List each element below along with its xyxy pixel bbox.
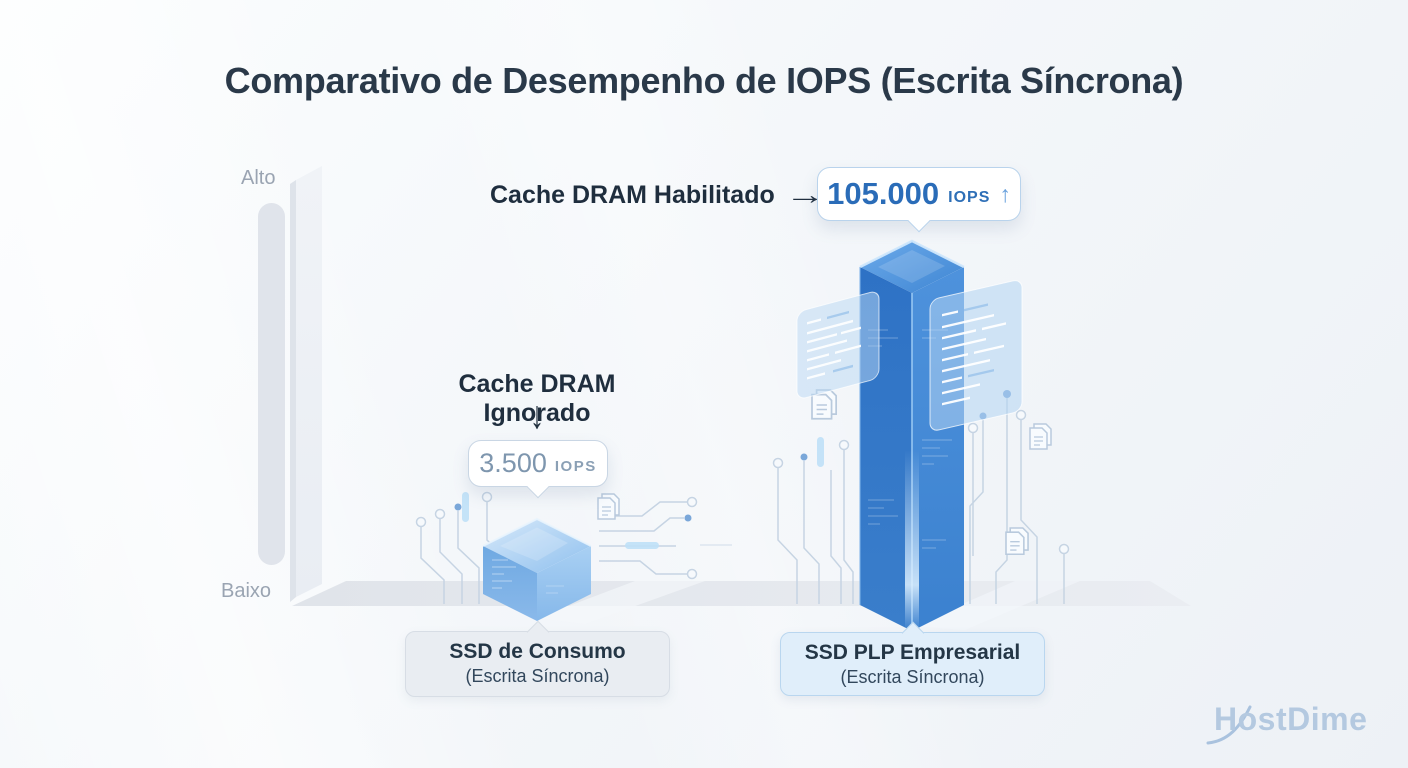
down-arrow-glyph: ↓	[529, 394, 545, 438]
document-icon	[1005, 527, 1029, 556]
enterprise-value: 105.000	[827, 176, 940, 211]
y-axis-low-label: Baixo	[221, 580, 272, 602]
enterprise-annotation-text: Cache DRAM Habilitado	[490, 180, 775, 209]
consumer-category-label: SSD de Consumo (Escrita Síncrona)	[405, 620, 670, 697]
brand-logo-text: HostDime	[1214, 701, 1368, 737]
consumer-value: 3.500	[479, 448, 547, 478]
circuit-traces-icon	[967, 390, 1070, 604]
y-axis-wall	[290, 166, 322, 602]
x-axis-floor	[292, 581, 1191, 630]
consumer-unit: IOPS	[554, 458, 597, 475]
data-panel	[929, 280, 1023, 431]
enterprise-category-line2: (Escrita Síncrona)	[840, 667, 985, 687]
enterprise-unit: IOPS	[948, 189, 991, 206]
enterprise-category-line1: SSD PLP Empresarial	[804, 641, 1021, 664]
enterprise-value-badge: 105.000 IOPS ↑	[817, 167, 1021, 233]
document-icon	[1029, 423, 1052, 450]
circuit-traces-icon	[772, 437, 854, 604]
y-axis-scale-bar	[258, 203, 285, 565]
logo-swoosh-icon	[1206, 705, 1252, 745]
data-panel	[796, 291, 880, 399]
enterprise-annotation: Cache DRAM Habilitado →	[490, 179, 825, 211]
circuit-traces-icon	[599, 496, 732, 580]
brand-logo: HostDime	[1206, 701, 1389, 749]
page-title: Comparativo de Desempenho de IOPS (Escri…	[224, 60, 1184, 101]
trend-up-icon: ↑	[999, 180, 1011, 207]
consumer-value-badge: 3.500 IOPS	[468, 440, 608, 499]
down-arrow-icon: ↓	[473, 394, 601, 437]
consumer-category-line2: (Escrita Síncrona)	[465, 666, 610, 686]
document-icon	[597, 493, 620, 520]
enterprise-category-label: SSD PLP Empresarial (Escrita Síncrona)	[780, 621, 1045, 696]
y-axis-high-label: Alto	[241, 167, 276, 189]
